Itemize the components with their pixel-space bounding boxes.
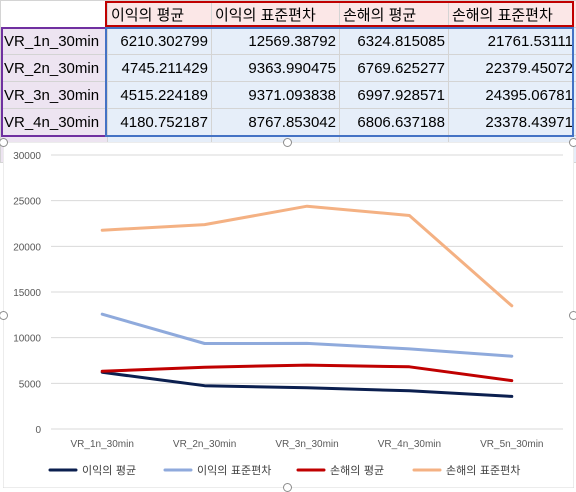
x-tick-label: VR_2n_30min bbox=[173, 439, 236, 450]
table-cell[interactable]: 6997.928571 bbox=[340, 82, 449, 109]
chart-resize-handle-mid-right[interactable] bbox=[569, 311, 576, 320]
line-chart[interactable]: 0 5000 10000 15000 20000 25000 30000 VR_1n_30m… bbox=[3, 142, 574, 488]
table-cell[interactable]: 6806.637188 bbox=[340, 109, 449, 136]
table-row: VR_4n_30min 4180.752187 8767.853042 6806… bbox=[1, 109, 576, 136]
corner-cell[interactable] bbox=[1, 1, 108, 28]
chart-area[interactable] bbox=[3, 142, 574, 488]
legend-label[interactable]: 이익의 평균 bbox=[82, 464, 136, 477]
table-cell[interactable]: 8767.853042 bbox=[212, 109, 340, 136]
row-label-cell[interactable]: VR_3n_30min bbox=[1, 82, 108, 109]
header-cell-loss-std[interactable]: 손해의 표준편차 bbox=[449, 1, 576, 28]
table-cell[interactable]: 6210.302799 bbox=[108, 28, 212, 55]
chart-resize-handle-top-right[interactable] bbox=[569, 138, 576, 147]
y-tick-label: 15000 bbox=[13, 288, 41, 299]
x-tick-label: VR_4n_30min bbox=[378, 439, 441, 450]
table-cell[interactable]: 6769.625277 bbox=[340, 55, 449, 82]
chart-resize-handle-top-mid[interactable] bbox=[283, 138, 292, 147]
y-tick-label: 30000 bbox=[13, 151, 41, 162]
table-cell[interactable]: 24395.06781 bbox=[449, 82, 576, 109]
x-tick-label: VR_3n_30min bbox=[275, 439, 338, 450]
table-row: VR_1n_30min 6210.302799 12569.38792 6324… bbox=[1, 28, 576, 55]
row-label-cell[interactable]: VR_1n_30min bbox=[1, 28, 108, 55]
table-cell[interactable]: 21761.53111 bbox=[449, 28, 576, 55]
x-tick-label: VR_5n_30min bbox=[480, 439, 543, 450]
y-tick-label: 5000 bbox=[19, 379, 42, 390]
table-cell[interactable]: 4515.224189 bbox=[108, 82, 212, 109]
x-tick-label: VR_1n_30min bbox=[71, 439, 134, 450]
table-cell[interactable]: 22379.45072 bbox=[449, 55, 576, 82]
row-label-cell[interactable]: VR_4n_30min bbox=[1, 109, 108, 136]
table-row: VR_2n_30min 4745.211429 9363.990475 6769… bbox=[1, 55, 576, 82]
table-cell[interactable]: 9371.093838 bbox=[212, 82, 340, 109]
y-tick-label: 25000 bbox=[13, 197, 41, 208]
table-cell[interactable]: 6324.815085 bbox=[340, 28, 449, 55]
table-cell[interactable]: 12569.38792 bbox=[212, 28, 340, 55]
table-cell[interactable]: 4745.211429 bbox=[108, 55, 212, 82]
y-tick-label: 0 bbox=[35, 425, 41, 436]
legend-label[interactable]: 손해의 표준편차 bbox=[446, 463, 520, 477]
header-cell-loss-mean[interactable]: 손해의 평균 bbox=[340, 1, 449, 28]
table-cell[interactable]: 9363.990475 bbox=[212, 55, 340, 82]
legend-label[interactable]: 손해의 평균 bbox=[330, 463, 384, 477]
legend-label[interactable]: 이익의 표준편차 bbox=[197, 464, 271, 477]
table-row: VR_3n_30min 4515.224189 9371.093838 6997… bbox=[1, 82, 576, 109]
header-cell-profit-mean[interactable]: 이익의 평균 bbox=[108, 1, 212, 28]
y-tick-label: 20000 bbox=[13, 242, 41, 253]
y-tick-label: 10000 bbox=[13, 334, 41, 345]
table-cell[interactable]: 4180.752187 bbox=[108, 109, 212, 136]
header-row: 이익의 평균 이익의 표준편차 손해의 평균 손해의 표준편차 bbox=[1, 1, 576, 28]
row-label-cell[interactable]: VR_2n_30min bbox=[1, 55, 108, 82]
header-cell-profit-std[interactable]: 이익의 표준편차 bbox=[212, 1, 340, 28]
table-cell[interactable]: 23378.43971 bbox=[449, 109, 576, 136]
